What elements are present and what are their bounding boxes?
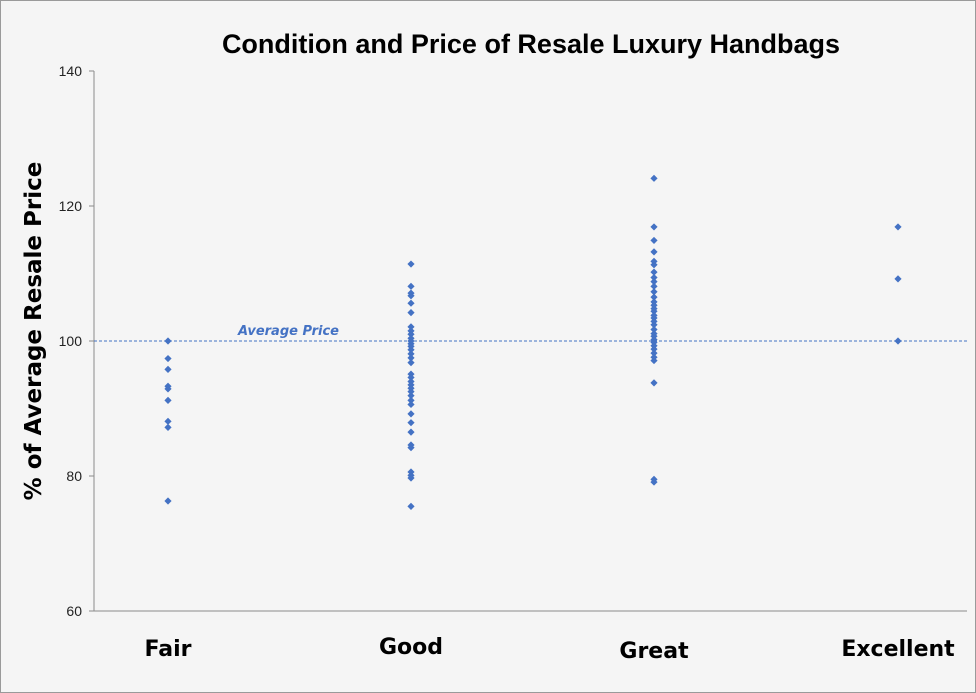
data-point xyxy=(407,373,415,382)
data-point xyxy=(650,288,658,296)
y-axis-label: % of Average Resale Price xyxy=(21,162,47,501)
data-point xyxy=(650,379,658,387)
data-point xyxy=(650,261,658,269)
axes: 60 80 100 120 140 Fair Good Great Excellent xyxy=(59,63,967,664)
data-point xyxy=(407,330,415,338)
data-point xyxy=(650,349,658,357)
average-price-label: Average Price xyxy=(237,324,339,339)
y-tick-label: 140 xyxy=(59,63,83,79)
data-point xyxy=(407,346,415,354)
data-point xyxy=(894,275,902,283)
y-tick-label: 60 xyxy=(66,603,82,619)
data-point xyxy=(407,392,415,400)
data-point xyxy=(164,497,172,505)
y-tick-label: 80 xyxy=(66,468,82,484)
y-tick-label: 120 xyxy=(59,198,83,214)
data-point xyxy=(894,223,902,231)
data-point xyxy=(164,396,172,404)
data-point xyxy=(407,396,415,404)
x-category-label: Great xyxy=(619,639,689,664)
data-point xyxy=(164,337,172,345)
data-point xyxy=(407,410,415,418)
x-category-label: Excellent xyxy=(841,637,955,662)
data-point xyxy=(164,417,172,425)
data-point xyxy=(650,293,658,301)
data-point xyxy=(407,474,415,482)
data-point xyxy=(650,236,658,245)
data-point xyxy=(650,278,658,286)
data-point xyxy=(407,359,415,367)
data-point xyxy=(650,478,658,486)
data-point xyxy=(650,174,658,182)
data-point xyxy=(407,350,415,358)
data-point xyxy=(650,282,658,290)
y-tick-label: 100 xyxy=(59,333,83,349)
data-point xyxy=(407,428,415,436)
data-point xyxy=(650,307,658,315)
data-point xyxy=(650,345,658,353)
data-point xyxy=(650,268,658,276)
data-point xyxy=(650,321,658,329)
data-point xyxy=(650,325,658,334)
data-point xyxy=(650,356,658,365)
data-point xyxy=(407,299,415,307)
data-point xyxy=(164,385,172,393)
data-point xyxy=(407,388,415,396)
data-point xyxy=(407,502,415,510)
data-point xyxy=(407,444,415,452)
data-point xyxy=(164,354,172,363)
x-category-label: Fair xyxy=(145,637,192,662)
data-point xyxy=(407,400,415,409)
data-point xyxy=(164,423,172,431)
data-point xyxy=(164,365,172,373)
chart-title: Condition and Price of Resale Luxury Han… xyxy=(222,29,840,59)
data-point xyxy=(407,309,415,317)
data-points xyxy=(164,174,902,510)
data-point xyxy=(407,282,415,290)
data-point xyxy=(407,354,415,362)
data-point xyxy=(407,292,415,300)
data-point xyxy=(407,260,415,268)
data-point xyxy=(650,273,658,282)
data-point xyxy=(407,419,415,427)
x-category-label: Good xyxy=(379,635,443,660)
data-point xyxy=(650,248,658,256)
data-point xyxy=(650,223,658,231)
data-point xyxy=(894,337,902,345)
reference-line-group: Average Price xyxy=(94,324,967,342)
data-point xyxy=(407,323,415,331)
